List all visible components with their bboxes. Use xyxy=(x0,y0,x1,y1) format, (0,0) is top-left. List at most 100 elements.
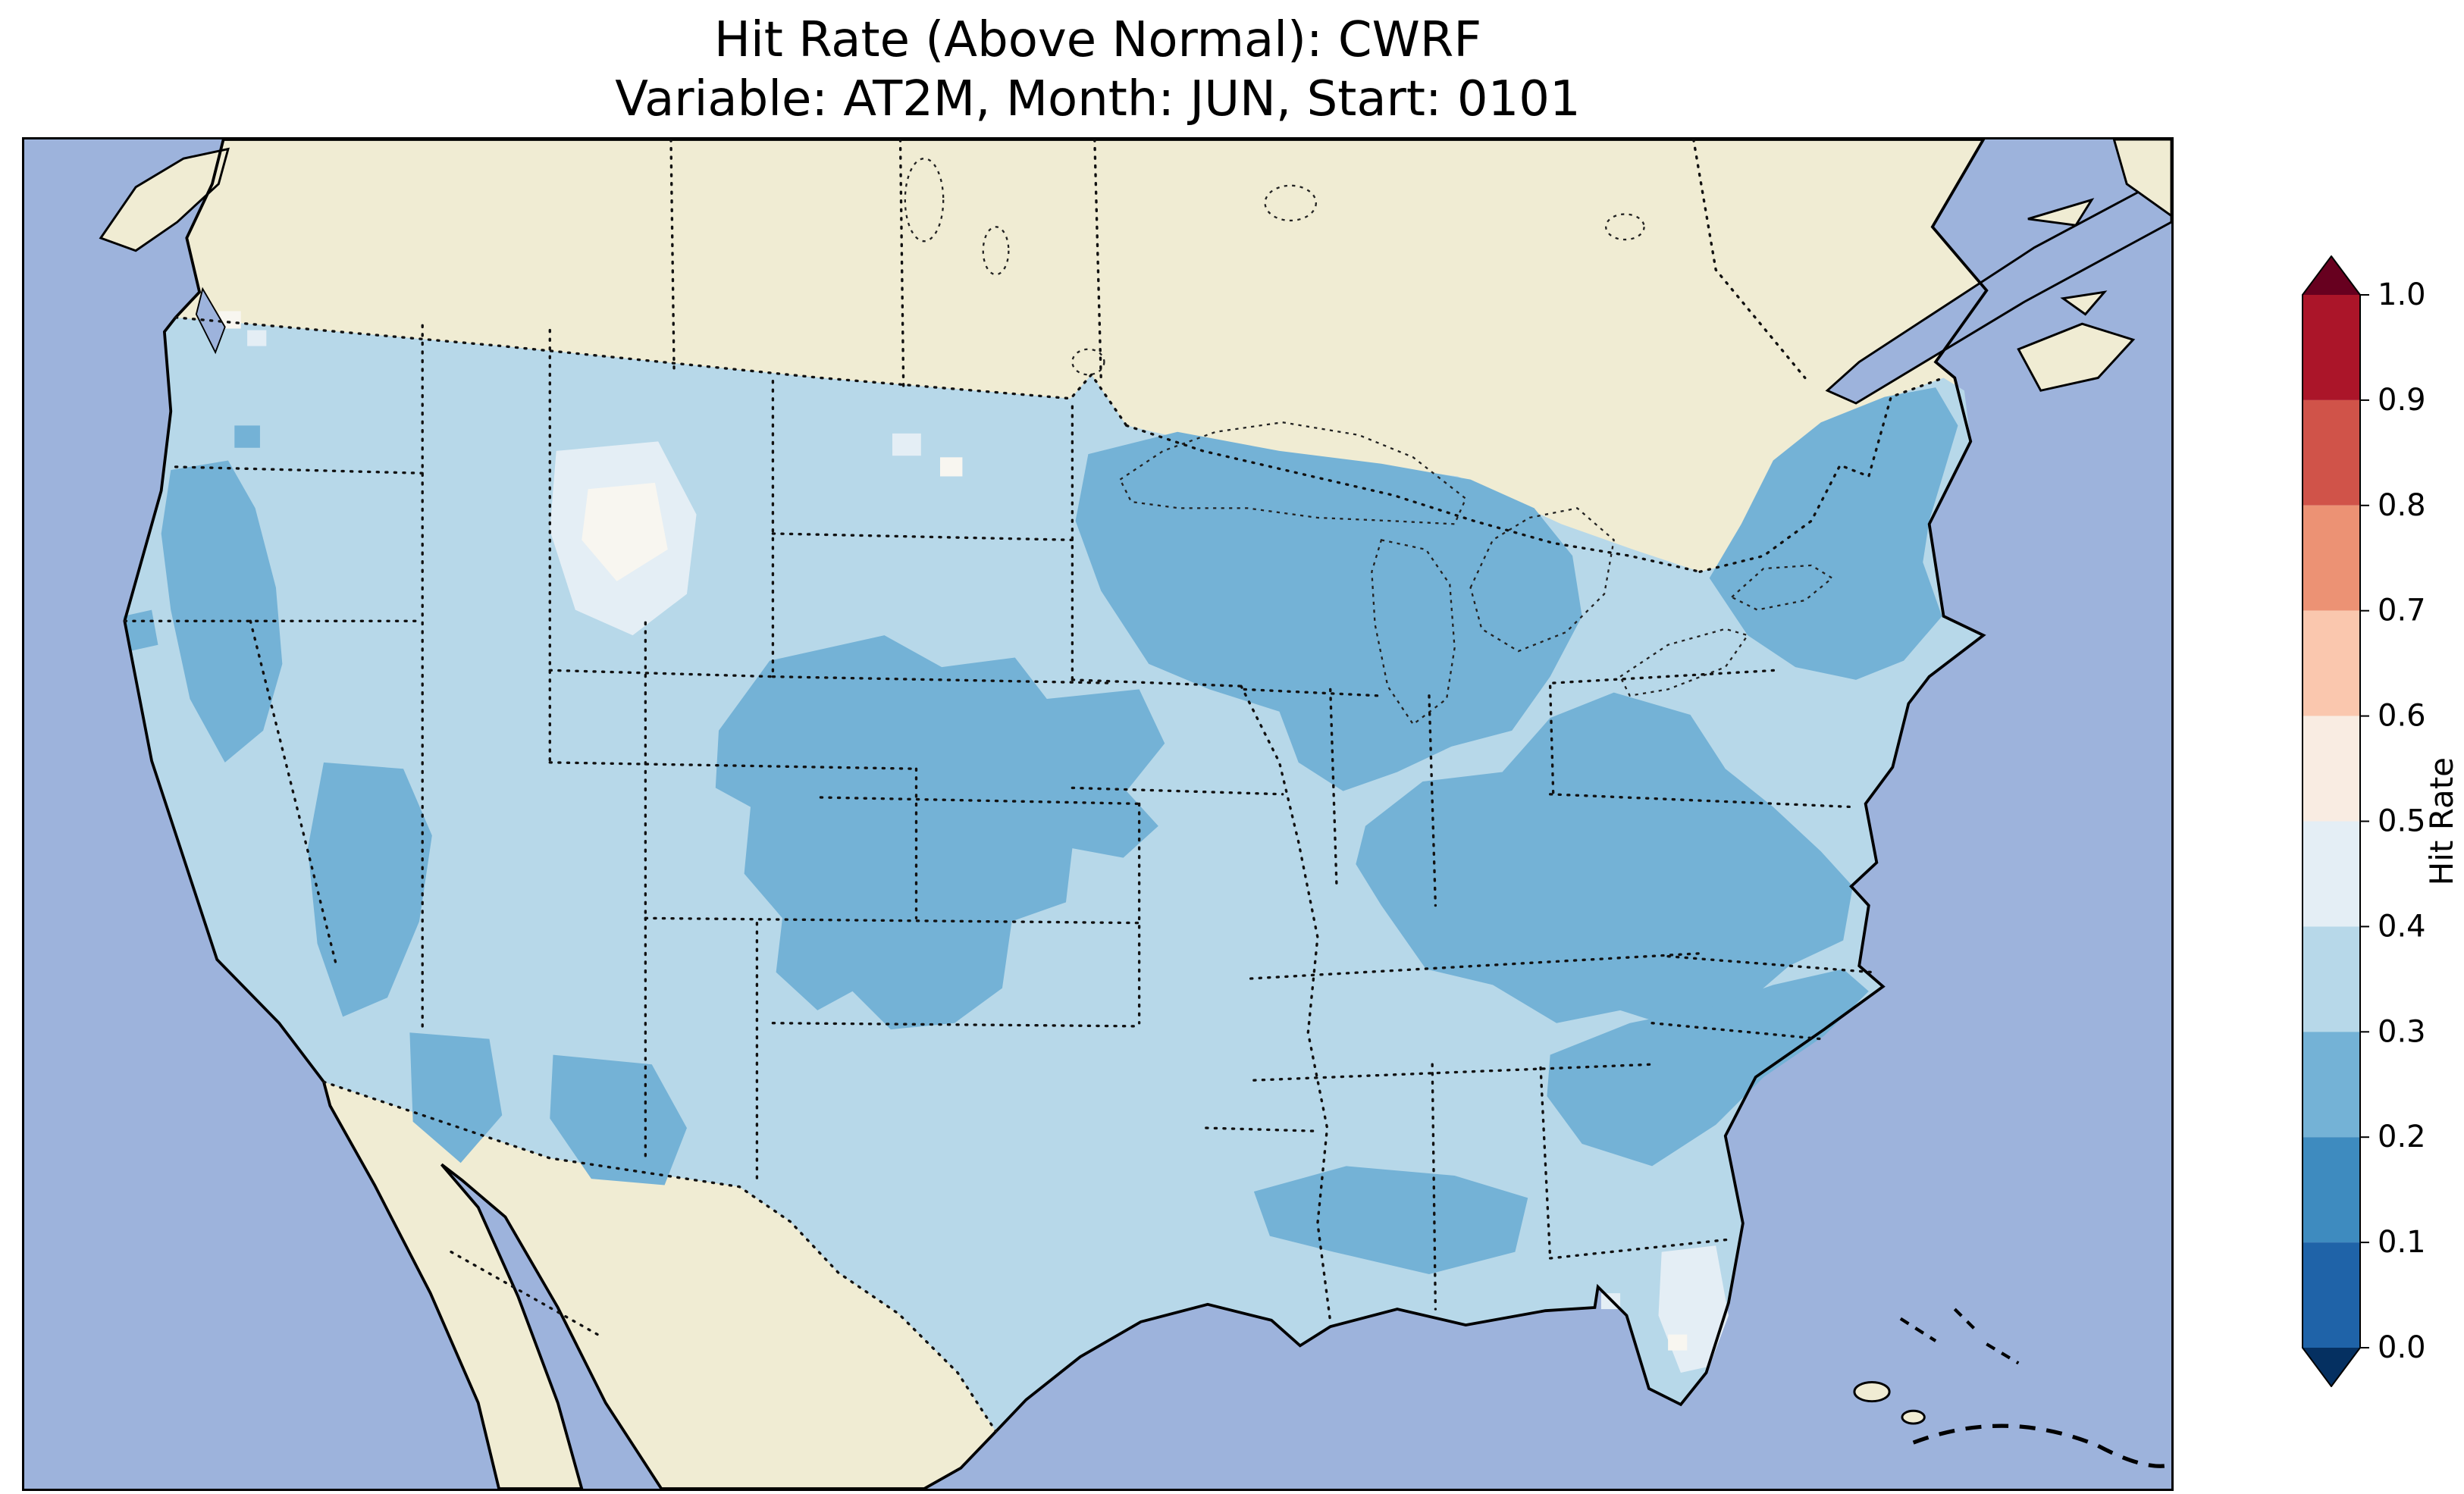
title-line-1: Hit Rate (Above Normal): CWRF xyxy=(713,12,1482,68)
state-nc-sc xyxy=(1651,1022,1823,1041)
state-ia-mo xyxy=(1071,786,1284,796)
arizona-low-hitrate xyxy=(409,1032,503,1164)
cuba-coastline xyxy=(1912,1424,2171,1468)
state-ms-al xyxy=(1431,1063,1437,1311)
colorbar-segment-1 xyxy=(2303,399,2360,506)
montana-white-hitrate-05-06 xyxy=(582,482,668,581)
border-mexico-us xyxy=(322,1080,998,1433)
title-line-2: Variable: AT2M, Month: JUN, Start: 0101 xyxy=(615,71,1581,128)
us-hitrate-map xyxy=(24,139,2171,1489)
lake-huron xyxy=(1469,507,1615,653)
colorbar-tick-0.8: 0.8 xyxy=(2378,488,2426,523)
colorbar-segment-2 xyxy=(2303,505,2360,611)
map-panel xyxy=(22,137,2174,1491)
state-sd-ne xyxy=(771,675,1109,684)
colorbar-under-arrow xyxy=(2303,1348,2360,1386)
lake-of-the-woods xyxy=(1071,348,1105,376)
colorbar-label: Hit Rate xyxy=(2420,255,2462,1387)
state-ok-tx xyxy=(771,1022,1141,1028)
newfoundland-corner xyxy=(2112,139,2171,218)
dakota-pale-cell xyxy=(892,433,921,456)
ohio-valley-appalachia-low-hitrate xyxy=(1356,692,1853,1030)
state-il-in xyxy=(1329,687,1338,891)
dakota-pale-cell-2 xyxy=(940,457,963,477)
figure-title: Hit Rate (Above Normal): CWRF Variable: … xyxy=(22,11,2174,129)
lake-winnipeg xyxy=(904,158,945,243)
nevada-utah-low-hitrate xyxy=(307,762,432,1017)
state-wa-or xyxy=(174,465,424,475)
state-pa-ny xyxy=(1552,669,1778,684)
anticosti-island xyxy=(2027,198,2095,227)
state-mississippi-river xyxy=(1240,684,1332,1323)
colorbar-segment-8 xyxy=(2303,1137,2360,1243)
canada-lake-east xyxy=(1605,213,1645,241)
state-ne-ks xyxy=(819,796,1141,806)
state-al-ga xyxy=(1539,1066,1552,1260)
colorbar-tick-0.1: 0.1 xyxy=(2378,1225,2426,1260)
bahamas-island-2 xyxy=(1901,1409,1926,1425)
state-tn-south xyxy=(1252,1063,1654,1082)
colorbar-tick-0.3: 0.3 xyxy=(2378,1014,2426,1049)
state-ca-nv xyxy=(249,619,338,967)
state-wy-co xyxy=(548,761,918,770)
colorbar-tick-0.9: 0.9 xyxy=(2378,383,2426,418)
lake-ontario xyxy=(1730,564,1834,611)
state-ky-tn xyxy=(1249,951,1707,980)
lake-michigan xyxy=(1371,538,1456,726)
lake-manitoba xyxy=(982,226,1010,276)
state-oh-pa xyxy=(1548,684,1555,799)
lake-erie xyxy=(1619,628,1750,697)
bahamas-island xyxy=(1853,1381,1891,1403)
bahamas-dashes xyxy=(1899,1308,2020,1365)
colorbar-segment-0 xyxy=(2303,295,2360,400)
sierra-nevada-low-hitrate xyxy=(161,460,283,763)
gulf-coast-low-hitrate xyxy=(1253,1166,1528,1274)
state-co-nm-ks-ok xyxy=(644,916,1141,925)
colorbar-tick-0.2: 0.2 xyxy=(2378,1120,2426,1154)
colorbar-segment-6 xyxy=(2303,926,2360,1032)
southeast-coast-low-hitrate xyxy=(1547,969,1869,1167)
colorbar-over-arrow xyxy=(2303,256,2360,295)
colorbar-label-text: Hit Rate xyxy=(2422,756,2460,886)
colorbar-tick-0.4: 0.4 xyxy=(2378,909,2426,944)
state-nd-sd xyxy=(771,532,1074,542)
florida-white-cell xyxy=(1668,1334,1688,1351)
nova-scotia xyxy=(2017,322,2136,392)
colorbar-tick-0.5: 0.5 xyxy=(2378,804,2426,839)
colorbar-svg: 1.0 0.9 0.8 0.7 0.6 0.5 0.4 0.3 0.2 0.1 … xyxy=(2302,255,2426,1387)
california-coast-low-cell xyxy=(123,609,158,652)
colorbar-tick-1.0: 1.0 xyxy=(2378,277,2426,312)
lake-superior xyxy=(1118,421,1467,525)
colorbar-tick-0.0: 0.0 xyxy=(2378,1330,2426,1365)
colorbar-segment-7 xyxy=(2303,1032,2360,1138)
canada-province-4 xyxy=(1692,139,1807,380)
state-borders xyxy=(123,139,1945,1433)
colorbar-segment-3 xyxy=(2303,610,2360,716)
colorbar-tick-0.6: 0.6 xyxy=(2378,699,2426,734)
lake-nipigon xyxy=(1264,184,1317,222)
colorbar-segment-5 xyxy=(2303,821,2360,927)
colorbar-tick-0.7: 0.7 xyxy=(2378,594,2426,628)
washington-pale-cell-2 xyxy=(247,330,267,346)
border-canada-us-west xyxy=(174,316,1128,428)
mexico-state-line xyxy=(450,1250,600,1336)
coastline xyxy=(123,139,1989,1489)
upper-midwest-great-lakes-low-hitrate xyxy=(1075,431,1582,791)
st-lawrence-river xyxy=(1825,173,2171,405)
washington-low-cell xyxy=(234,425,260,448)
state-pa-md xyxy=(1548,793,1854,809)
state-mt-wy xyxy=(548,669,775,678)
state-ia-mn xyxy=(1071,678,1243,687)
border-canada-us-lakes xyxy=(1125,424,1701,573)
colorbar: 1.0 0.9 0.8 0.7 0.6 0.5 0.4 0.3 0.2 0.1 … xyxy=(2302,255,2464,1387)
colorbar-segment-9 xyxy=(2303,1242,2360,1348)
state-in-oh xyxy=(1428,694,1437,907)
colorbar-ticks xyxy=(2360,294,2369,1348)
state-la-ar xyxy=(1205,1126,1319,1132)
prince-edward-island xyxy=(2060,290,2108,316)
great-plains-low-hitrate xyxy=(715,635,1165,1030)
colorbar-segment-4 xyxy=(2303,716,2360,822)
new-mexico-west-texas-low-hitrate xyxy=(550,1054,687,1185)
canada-province-2 xyxy=(898,139,905,389)
vancouver-island xyxy=(99,147,230,252)
